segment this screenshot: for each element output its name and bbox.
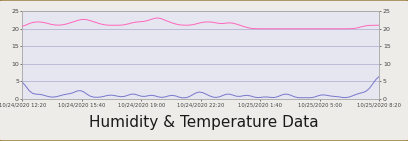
Text: Humidity & Temperature Data: Humidity & Temperature Data xyxy=(89,115,319,130)
